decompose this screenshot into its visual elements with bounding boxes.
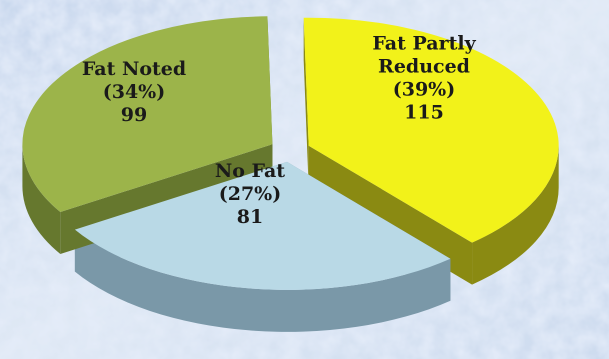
slice-value-fat-partly-reduced: 115	[404, 102, 444, 124]
slice-label-fat-noted: Fat Noted (34%) 99	[82, 58, 186, 126]
slice-fat-noted	[22, 16, 273, 213]
slice-side-fat-partly-reduced-0	[472, 145, 559, 285]
slice-name-fat-noted: Fat Noted	[82, 58, 186, 80]
slice-fat-partly-reduced	[303, 17, 559, 243]
pie-labels: Fat Partly Reduced (39%) 115 No Fat (27%) 81 Fa…	[82, 33, 477, 229]
slice-edge-fat-partly-reduced-0	[303, 17, 309, 188]
pie-tops	[22, 16, 559, 290]
slice-label-fat-partly-reduced: Fat Partly Reduced (39%) 115	[372, 33, 476, 124]
slice-no-fat	[74, 161, 451, 290]
slice-percent-no-fat: (27%)	[219, 183, 281, 205]
slice-label-no-fat: No Fat (27%) 81	[215, 160, 285, 228]
slice-value-fat-noted: 99	[121, 104, 147, 126]
slice-percent-fat-partly-reduced: (39%)	[393, 79, 455, 101]
slice-side-fat-noted-0	[22, 144, 61, 255]
slice-name-no-fat: No Fat	[215, 160, 285, 182]
slice-value-no-fat: 81	[237, 206, 263, 228]
slice-name-fat-partly-reduced: Fat Partly	[372, 33, 476, 55]
slice-name-fat-partly-reduced: Reduced	[378, 56, 470, 78]
slice-side-no-fat-0	[74, 229, 451, 332]
slice-percent-fat-noted: (34%)	[103, 81, 165, 103]
